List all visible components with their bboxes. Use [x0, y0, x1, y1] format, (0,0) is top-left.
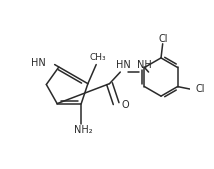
Text: Cl: Cl: [195, 84, 205, 94]
Text: Cl: Cl: [159, 34, 168, 44]
Text: HN: HN: [31, 58, 46, 68]
Text: CH₃: CH₃: [89, 53, 106, 62]
Text: O: O: [122, 100, 130, 110]
Text: NH₂: NH₂: [74, 125, 92, 135]
Text: NH: NH: [137, 59, 152, 70]
Text: HN: HN: [116, 59, 131, 70]
